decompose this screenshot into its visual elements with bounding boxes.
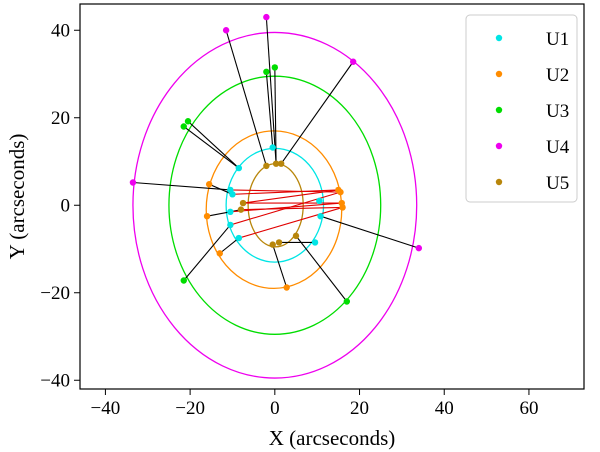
- y-tick-label: 0: [61, 195, 71, 216]
- connection-line-red: [232, 189, 339, 195]
- data-point-u1: [235, 234, 243, 242]
- legend-marker-u1: [495, 34, 503, 42]
- connection-line-black: [183, 126, 240, 169]
- x-axis-label: X (arcseconds): [269, 426, 396, 450]
- data-point-u4: [349, 58, 357, 65]
- data-point-u2: [339, 204, 346, 211]
- y-axis-ticks: −40 −20 0 20 40: [40, 20, 80, 391]
- legend-label-u5: U5: [546, 173, 569, 194]
- data-point-u4: [129, 179, 137, 186]
- x-tick-label: −40: [91, 398, 121, 419]
- orbit-ellipse-u4: [132, 31, 418, 379]
- data-point-u5: [275, 239, 283, 246]
- legend-label-u4: U4: [546, 137, 570, 158]
- y-axis-label: Y (arcseconds): [5, 134, 29, 260]
- x-tick-label: 40: [435, 398, 454, 419]
- data-point-u4: [415, 244, 423, 252]
- connection-line-black: [320, 215, 419, 249]
- plot-frame: [79, 3, 585, 390]
- connection-line-red: [230, 189, 341, 193]
- legend-label-u1: U1: [546, 29, 569, 50]
- data-points: [129, 13, 423, 305]
- data-point-u1: [235, 164, 243, 172]
- data-point-u5: [263, 162, 270, 170]
- legend-label-u2: U2: [546, 65, 569, 86]
- legend-box: [465, 14, 578, 203]
- data-point-u3: [180, 123, 187, 130]
- data-point-u2: [205, 181, 213, 188]
- connection-line-black: [280, 61, 354, 165]
- data-point-u5: [239, 199, 247, 207]
- data-point-u3: [184, 118, 192, 125]
- data-point-u5: [277, 160, 285, 167]
- data-point-u3: [343, 298, 351, 305]
- connection-line-black: [225, 30, 267, 167]
- data-point-u5: [237, 206, 245, 213]
- y-tick-label: 40: [51, 20, 70, 41]
- connection-line-black: [265, 17, 277, 164]
- data-point-u5: [269, 241, 276, 248]
- data-point-u2: [283, 284, 290, 291]
- y-tick-label: −20: [40, 283, 70, 304]
- data-point-u3: [263, 68, 270, 76]
- data-point-u1: [317, 212, 324, 220]
- data-point-u1: [227, 221, 234, 229]
- data-point-u5: [292, 232, 300, 240]
- connection-line-black: [206, 211, 231, 217]
- data-point-u1: [227, 208, 234, 216]
- y-tick-label: 20: [51, 108, 70, 129]
- data-point-u2: [216, 250, 223, 257]
- data-point-u3: [180, 277, 187, 284]
- data-point-u4: [263, 13, 270, 21]
- connection-line-black: [183, 224, 231, 281]
- x-tick-label: 20: [350, 398, 369, 419]
- legend: U1 U2 U3 U4 U5: [465, 14, 578, 203]
- data-point-u5: [272, 160, 280, 167]
- connection-line-red: [230, 191, 341, 226]
- legend-marker-u2: [495, 70, 503, 78]
- x-axis-ticks: −40 −20 0 20 40 60: [91, 389, 538, 419]
- legend-marker-u3: [495, 106, 503, 114]
- legend-marker-u4: [495, 142, 503, 150]
- x-tick-label: −20: [175, 398, 205, 419]
- data-point-u1: [316, 197, 323, 205]
- connection-line-black: [265, 71, 274, 148]
- connection-line-black: [208, 183, 233, 195]
- orbit-ellipse-u3: [168, 75, 382, 335]
- connection-line-red: [238, 206, 343, 239]
- x-tick-label: 60: [519, 398, 538, 419]
- data-point-u2: [337, 188, 344, 196]
- x-tick-label: 0: [270, 398, 280, 419]
- legend-marker-u5: [495, 178, 503, 186]
- legend-label-u3: U3: [546, 101, 569, 122]
- connection-line-black: [219, 237, 240, 254]
- connection-line-black: [132, 181, 231, 191]
- data-point-u1: [269, 144, 276, 151]
- connection-line-red: [230, 202, 342, 213]
- y-tick-label: −40: [40, 370, 70, 391]
- data-point-u2: [203, 212, 211, 220]
- data-point-u4: [222, 27, 230, 34]
- connection-line-black: [272, 244, 288, 288]
- data-point-u1: [229, 191, 236, 198]
- connection-line-black: [187, 120, 240, 169]
- data-point-u1: [311, 239, 319, 246]
- connection-line-black: [295, 235, 348, 302]
- data-point-u3: [271, 64, 279, 71]
